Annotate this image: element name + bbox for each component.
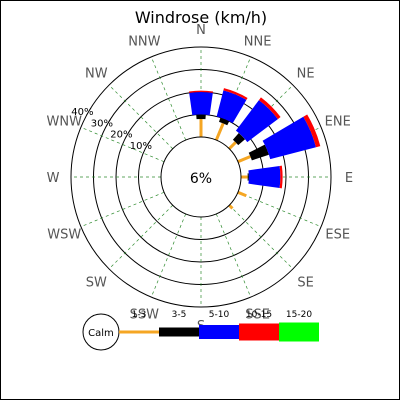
wind-bar-segment xyxy=(223,88,248,100)
wind-bar-segment xyxy=(237,155,252,164)
legend-bin-label: 10-15 xyxy=(246,310,272,320)
grid-spoke xyxy=(237,191,322,228)
grid-ring xyxy=(70,46,332,308)
wind-bar-segment xyxy=(189,92,213,116)
wind-bars xyxy=(188,88,321,210)
ring-label: 40% xyxy=(71,107,93,118)
direction-label: SSW xyxy=(130,308,160,323)
legend-swatch xyxy=(159,327,199,337)
wind-bar-segment xyxy=(232,132,246,146)
wind-bar-segment xyxy=(279,165,283,189)
calm-circle xyxy=(160,136,242,218)
polar-grid xyxy=(70,46,332,308)
ring-label: 20% xyxy=(110,130,132,141)
direction-label: WSW xyxy=(47,228,81,243)
direction-labels: NNNENEENEEESESESSESSSWSWWSWWWNWNWNNW xyxy=(47,23,354,334)
direction-label: E xyxy=(345,171,353,186)
grid-spoke xyxy=(108,84,173,149)
grid-spoke xyxy=(150,56,187,141)
grid-spoke xyxy=(80,191,165,228)
direction-label: NNW xyxy=(128,34,160,49)
direction-label: N xyxy=(196,23,206,38)
wind-bar-segment xyxy=(219,117,230,126)
wind-bar-segment xyxy=(188,90,214,93)
calm-percentage: 6% xyxy=(190,171,212,187)
ring-label: 10% xyxy=(130,141,152,152)
wind-bar-segment xyxy=(235,100,278,143)
wind-bar-segment xyxy=(262,116,316,160)
legend-bin-label: 15-20 xyxy=(286,310,312,320)
legend-bin-label: 3-5 xyxy=(172,310,187,320)
legend-swatch xyxy=(239,323,279,341)
wind-bar-segment xyxy=(216,90,247,124)
direction-label: SSE xyxy=(245,308,270,323)
wind-bar-segment xyxy=(258,97,281,120)
ring-labels: 10%20%30%40% xyxy=(71,107,152,152)
speed-legend: Calm 1-3 3-5 5-10 10-15 15-20 xyxy=(82,310,319,351)
wind-bar-segment xyxy=(237,190,247,198)
wind-bar-segment xyxy=(228,141,237,150)
legend-bin-label: 1-3 xyxy=(132,310,147,320)
wind-bar-segment xyxy=(247,173,249,181)
direction-label: W xyxy=(47,171,60,186)
direction-label: NW xyxy=(85,66,108,81)
grid-spoke xyxy=(108,205,173,270)
grid-spoke xyxy=(150,213,187,298)
direction-label: SW xyxy=(86,276,107,291)
direction-label: NE xyxy=(297,66,315,81)
chart-title: Windrose (km/h) xyxy=(135,8,267,27)
grid-spoke xyxy=(215,213,252,298)
legend-bin-label: 5-10 xyxy=(209,310,230,320)
direction-label: ESE xyxy=(325,228,350,243)
direction-label: SE xyxy=(297,276,313,291)
wind-bar-segment xyxy=(228,204,234,210)
legend-swatch xyxy=(199,325,239,339)
grid-spoke xyxy=(229,205,294,270)
wind-bar-segment xyxy=(214,122,225,141)
legend-calm-label: Calm xyxy=(88,328,114,339)
grid-spoke xyxy=(80,126,165,163)
wind-bar-segment xyxy=(248,165,281,189)
direction-label: WNW xyxy=(47,114,83,129)
direction-label: ENE xyxy=(325,114,351,129)
legend-swatch xyxy=(119,330,159,334)
ring-label: 30% xyxy=(91,118,113,129)
wind-bar-segment xyxy=(196,114,206,120)
legend-swatch xyxy=(279,322,319,342)
wind-bar-segment xyxy=(303,114,321,148)
direction-label: NNE xyxy=(244,34,272,49)
wind-bar-segment xyxy=(248,144,269,161)
